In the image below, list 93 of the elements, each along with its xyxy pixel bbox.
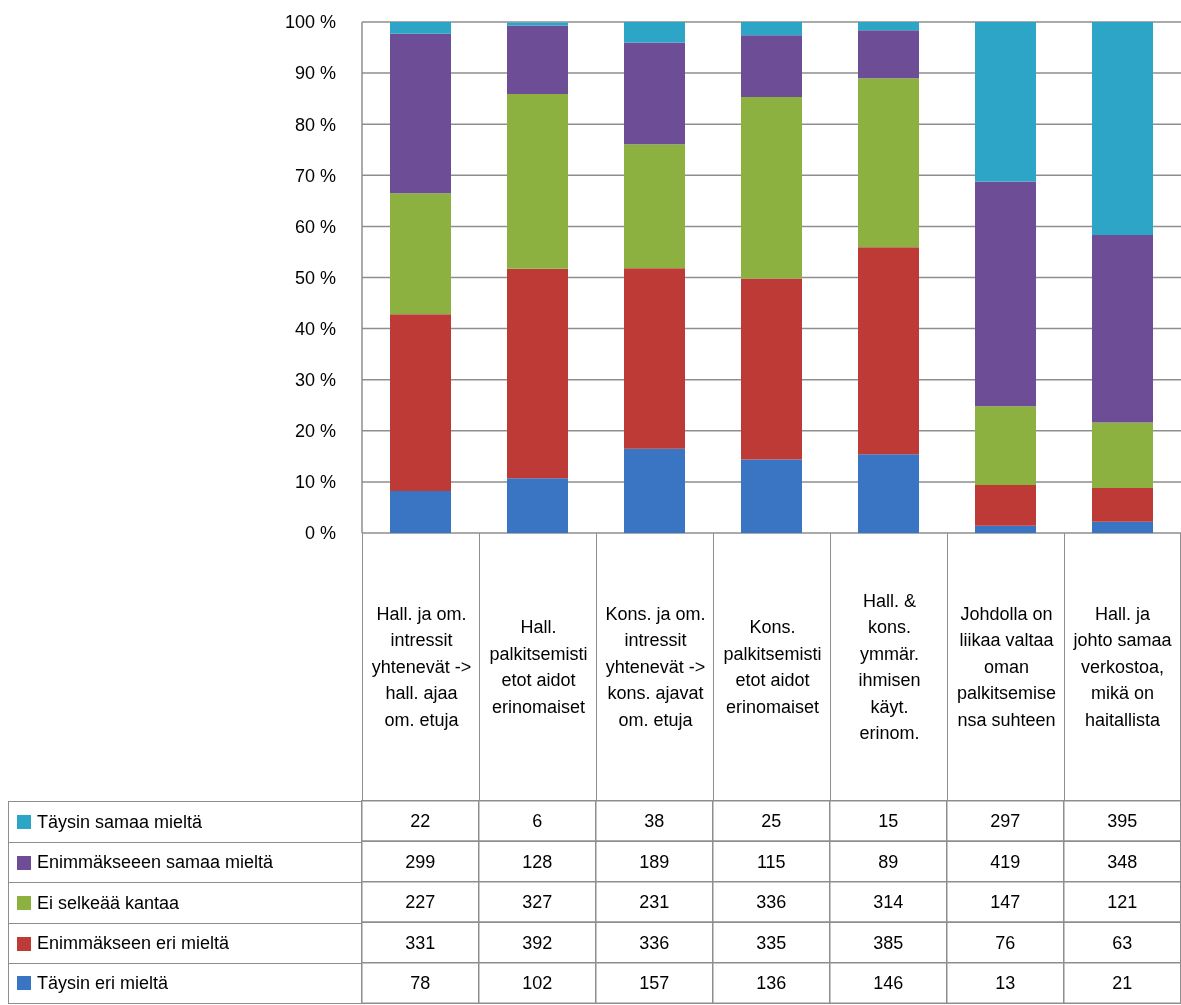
data-label: 227 — [405, 892, 436, 913]
data-label: 348 — [1107, 851, 1138, 872]
data-label: 78 — [410, 973, 431, 994]
bar — [741, 459, 802, 533]
legend-label: Enimmäkseeen samaa mieltä — [37, 852, 274, 874]
data-label: 189 — [639, 851, 670, 872]
x-tick-label: Hall. & kons. ymmär. ihmisen käyt. erinom. — [857, 589, 922, 745]
data-label: 147 — [990, 892, 1021, 913]
data-label: 335 — [756, 932, 787, 953]
data-label: 22 — [410, 811, 431, 832]
bar — [858, 30, 919, 79]
bar — [507, 478, 568, 533]
y-tick-label: 10 % — [294, 472, 336, 493]
data-label: 331 — [405, 932, 436, 953]
data-label: 336 — [756, 892, 787, 913]
bar — [507, 25, 568, 95]
x-tick-label: Hall. palkitsemistietot aidot erinomaiset — [488, 616, 589, 719]
data-label: 136 — [756, 973, 787, 994]
data-label: 102 — [522, 973, 553, 994]
y-tick-label: 70 % — [294, 165, 336, 186]
bar — [624, 268, 685, 449]
legend-label: Täysin eri mieltä — [37, 972, 169, 994]
y-tick-label: 90 % — [294, 63, 336, 84]
data-label: 21 — [1112, 973, 1133, 994]
y-tick-label: 50 % — [294, 267, 336, 288]
data-label: 89 — [878, 851, 899, 872]
data-label: 385 — [873, 932, 904, 953]
x-tick-label: Kons. ja om. intressit yhtenevät -> kons. ajavat om. etuja — [605, 602, 706, 732]
legend-label: Enimmäkseen eri mieltä — [37, 933, 230, 955]
data-label: 419 — [990, 851, 1021, 872]
bar — [741, 97, 802, 279]
bar — [1092, 22, 1153, 236]
data-label: 392 — [522, 932, 553, 953]
x-tick-label: Kons. palkitsemistietot aidot erinomaiset — [722, 616, 823, 719]
x-tick-label: Hall. ja johto samaa verkostoa, mikä on haitallista — [1073, 602, 1172, 732]
bar — [975, 484, 1036, 526]
data-label: 76 — [995, 932, 1016, 953]
bar — [507, 22, 568, 26]
data-label: 15 — [878, 811, 899, 832]
bar — [624, 448, 685, 533]
legend-label: Täysin samaa mieltä — [37, 811, 203, 833]
x-tick-label: Johdolla on liikaa valtaa oman palkitsemisensa suhteen — [956, 602, 1057, 732]
data-label: 6 — [532, 811, 543, 832]
bar — [507, 268, 568, 479]
bar — [975, 22, 1036, 182]
data-label: 13 — [995, 973, 1016, 994]
bar — [858, 78, 919, 248]
y-tick-label: 80 % — [294, 114, 336, 135]
bar — [390, 314, 451, 492]
bar — [1092, 488, 1153, 522]
data-label: 297 — [990, 811, 1021, 832]
bar — [858, 247, 919, 455]
y-tick-label: 0 % — [304, 523, 336, 544]
data-label: 231 — [639, 892, 670, 913]
bar — [624, 22, 685, 43]
data-label: 115 — [757, 851, 786, 872]
data-label: 327 — [522, 892, 553, 913]
bar — [741, 278, 802, 460]
bar — [1092, 422, 1153, 489]
bar — [624, 144, 685, 269]
y-tick-label: 100 % — [284, 12, 336, 33]
y-tick-label: 40 % — [294, 318, 336, 339]
bar — [390, 22, 451, 34]
y-tick-label: 60 % — [294, 216, 336, 237]
bar — [858, 454, 919, 533]
bar — [390, 491, 451, 533]
data-label: 38 — [644, 811, 665, 832]
bar — [975, 525, 1036, 533]
bar — [975, 406, 1036, 485]
bar — [507, 94, 568, 269]
bar — [1092, 521, 1153, 533]
bar — [390, 33, 451, 194]
data-label: 128 — [522, 851, 553, 872]
data-label: 336 — [639, 932, 670, 953]
bar — [390, 193, 451, 315]
x-tick-label: Hall. ja om. intressit yhtenevät -> hall. ajaa om. etuja — [371, 602, 472, 732]
data-label: 121 — [1107, 892, 1138, 913]
data-label: 63 — [1112, 932, 1133, 953]
data-label: 25 — [761, 811, 782, 832]
data-label: 395 — [1107, 811, 1138, 832]
bar — [741, 22, 802, 36]
y-tick-label: 30 % — [294, 370, 336, 391]
bar — [1092, 235, 1153, 423]
legend-label: Ei selkeää kantaa — [37, 892, 180, 914]
data-label: 314 — [873, 892, 904, 913]
data-label: 299 — [405, 851, 436, 872]
bar — [741, 35, 802, 98]
y-tick-label: 20 % — [294, 421, 336, 442]
data-label: 157 — [639, 973, 670, 994]
bar — [858, 22, 919, 31]
bar — [975, 181, 1036, 407]
bar — [624, 42, 685, 145]
data-label: 146 — [873, 973, 904, 994]
